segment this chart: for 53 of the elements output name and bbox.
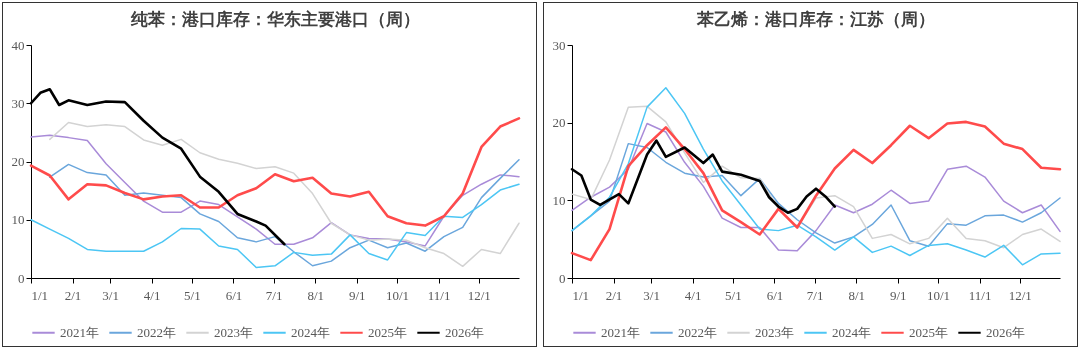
x-tick-label: 3/1 <box>102 287 119 303</box>
line-series <box>49 159 520 267</box>
x-tick-label: 4/1 <box>684 287 702 303</box>
line-series <box>49 121 520 268</box>
legend-label: 2021年 <box>60 324 99 340</box>
x-tick-label: 4/1 <box>143 287 161 303</box>
x-tick-label: 12/1 <box>1008 287 1032 303</box>
legend-label: 2023年 <box>755 324 794 340</box>
x-tick-label: 9/1 <box>889 287 907 303</box>
line-series <box>29 117 521 227</box>
x-tick-label: 2/1 <box>605 287 623 303</box>
x-tick-label: 2/1 <box>64 287 82 303</box>
y-tick-label: 20 <box>11 154 25 169</box>
y-tick-label: 10 <box>11 212 25 228</box>
chart-title: 纯苯：港口库存：华东主要港口（周） <box>129 10 420 29</box>
legend-label: 2024年 <box>291 324 330 340</box>
x-tick-label: 1/1 <box>31 287 49 303</box>
x-tick-label: 7/1 <box>806 287 824 303</box>
x-tick-label: 8/1 <box>307 287 325 303</box>
legend-label: 2023年 <box>214 324 253 340</box>
x-tick-label: 3/1 <box>643 287 660 303</box>
x-tick-label: 9/1 <box>348 287 366 303</box>
line-series <box>30 183 520 269</box>
y-tick-label: 0 <box>559 270 566 286</box>
y-tick-label: 30 <box>552 37 566 53</box>
legend-label: 2026年 <box>445 324 484 340</box>
line-series <box>571 86 1061 266</box>
x-tick-label: 12/1 <box>467 287 491 303</box>
legend-label: 2024年 <box>832 324 871 340</box>
x-tick-label: 11/1 <box>968 287 992 303</box>
legend-label: 2025年 <box>368 324 407 340</box>
y-tick-label: 10 <box>552 192 566 208</box>
y-tick-label: 20 <box>552 115 566 131</box>
legend-label: 2022年 <box>678 324 717 340</box>
legend-label: 2021年 <box>601 324 640 340</box>
x-tick-label: 10/1 <box>385 287 410 303</box>
x-tick-label: 7/1 <box>265 287 283 303</box>
x-tick-label: 10/1 <box>926 287 951 303</box>
x-tick-label: 6/1 <box>225 287 243 303</box>
legend-label: 2026年 <box>986 324 1025 340</box>
y-tick-label: 0 <box>18 270 25 286</box>
legend-label: 2025年 <box>909 324 948 340</box>
x-tick-label: 5/1 <box>184 287 201 303</box>
x-tick-label: 6/1 <box>766 287 784 303</box>
legend-label: 2022年 <box>137 324 176 340</box>
y-tick-label: 40 <box>11 37 25 53</box>
x-tick-label: 1/1 <box>572 287 590 303</box>
x-tick-label: 11/1 <box>427 287 451 303</box>
line-series <box>30 134 520 247</box>
x-tick-label: 5/1 <box>725 287 742 303</box>
x-tick-label: 8/1 <box>848 287 866 303</box>
chart-title: 苯乙烯：港口库存：江苏（周） <box>696 10 935 29</box>
y-tick-label: 30 <box>11 95 25 111</box>
